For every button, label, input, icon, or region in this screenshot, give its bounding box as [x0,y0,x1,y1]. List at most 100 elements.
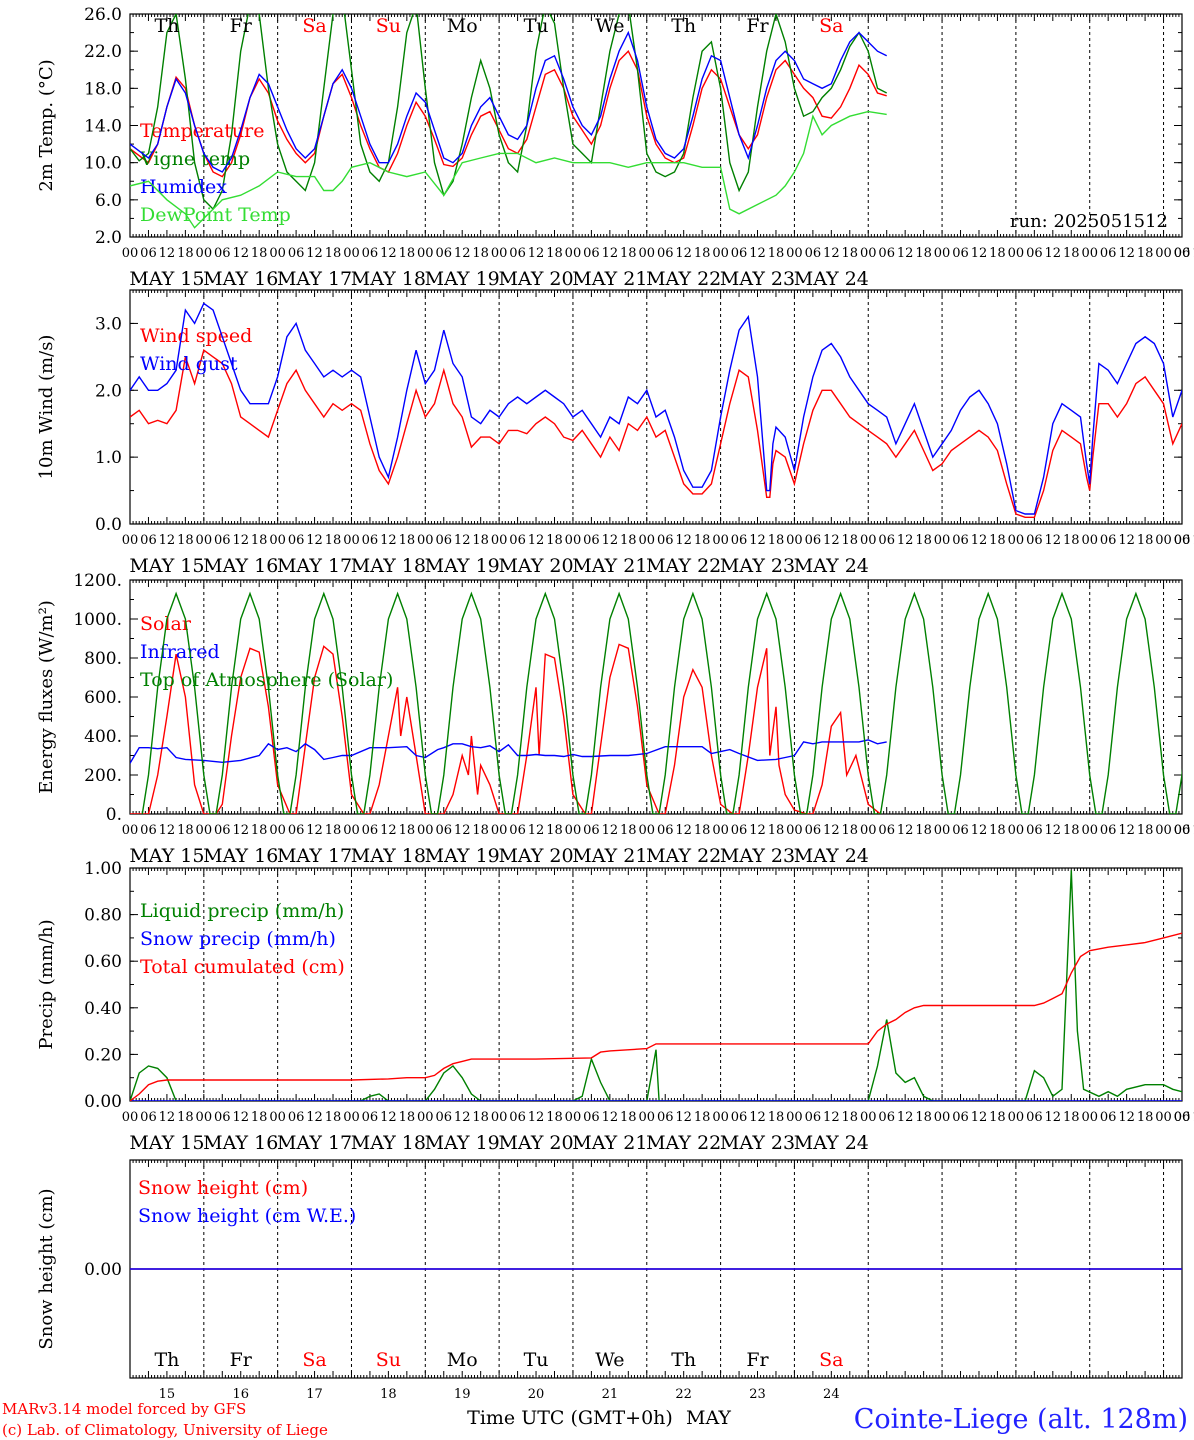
date-label: MAY 21 [572,1132,647,1154]
hour-tick-label: 00 [860,823,877,838]
hour-tick-label: 12 [159,533,176,548]
hour-tick-label: 00 [1008,1110,1025,1125]
hour-tick-label: 06 [952,533,969,548]
series-liquid-precip-mm-h [130,870,1182,1101]
legend-entry: DewPoint Temp [140,204,291,226]
hour-tick-label: 12 [380,533,397,548]
hour-tick-label: 06 [583,823,600,838]
hour-tick-label: 00 [196,1110,213,1125]
hour-tick-label: 00 [565,533,582,548]
hour-tick-label: 06 [435,823,452,838]
hour-tick-label: 18 [472,1110,489,1125]
plot-frame [129,289,1183,525]
date-label: MAY 22 [646,1132,721,1154]
y-axis-label: Snow height (cm) [36,1188,57,1349]
y-tick-label: 2.0 [95,381,122,401]
hour-tick-label: 00 [491,1110,508,1125]
hour-tick-label: 00 [417,1110,434,1125]
day-number: 17 [306,1387,323,1402]
hour-tick-label: 00 [491,246,508,261]
run-label: run: 2025051512 [1010,211,1168,232]
y-tick-label: 22.0 [84,42,122,62]
y-tick-label: 1.0 [95,448,122,468]
date-label: MAY 17 [277,268,352,290]
hour-tick-label: 12 [528,1110,545,1125]
hour-tick-label: 18 [325,246,342,261]
hour-tick-label: 06 [657,823,674,838]
hour-tick-label: 00 [417,823,434,838]
hour-tick-label: 06 [1100,1110,1117,1125]
date-label: MAY 24 [794,845,869,867]
hour-tick-label: 18 [989,533,1006,548]
date-label: MAY 20 [498,268,573,290]
hour-tick-label: 06 [1026,246,1043,261]
hour-tick-label: 12 [749,533,766,548]
hour-tick-label: 12 [1118,246,1135,261]
y-tick-label: 0.0 [95,515,122,535]
hour-tick-label: 06 [435,1110,452,1125]
weekday-label: Th [671,1349,696,1371]
y-tick-label: 0.00 [84,1260,122,1280]
hour-tick-label: 18 [694,533,711,548]
hour-tick-label: 18 [325,533,342,548]
panel-2: 0.0 1.0 2.0 3.0 10m Wind (m/s) Wind speed Wind… [36,289,1194,577]
hour-tick-label: 06 [583,533,600,548]
hour-tick-label: 12 [602,246,619,261]
hour-tick-label: 00 [491,533,508,548]
hour-tick-label: 00 [1081,533,1098,548]
legend-entry: Wind gust [140,353,238,375]
weekday-label: Su [376,15,401,37]
hour-tick-label: 12 [971,1110,988,1125]
hour-tick-label: 18 [177,1110,194,1125]
hour-tick-label: 12 [675,246,692,261]
hour-tick-label: 12 [823,823,840,838]
hour-tick-label: 06 [435,246,452,261]
hour-tick-label: 00 [122,1110,139,1125]
hour-tick-label: 12 [1192,823,1194,838]
hour-tick-label: 06 [731,1110,748,1125]
hour-tick-label: 00 [269,1110,286,1125]
hour-tick-label: 12 [1045,533,1062,548]
hour-tick-label: 18 [399,533,416,548]
panel-3: 0. 200. 400. 600. 800. 1000. 1200. Energy fluxe… [36,571,1194,867]
date-label: MAY 24 [794,1132,869,1154]
date-label: MAY 23 [720,845,795,867]
date-label: MAY 21 [572,845,647,867]
hour-tick-label: 06 [583,1110,600,1125]
series-vigne-temp [130,14,888,211]
hour-tick-label: 18 [1137,246,1154,261]
hour-tick-label: 12 [232,246,249,261]
y-tick-label: 18.0 [84,79,122,99]
date-label: MAY 18 [351,845,426,867]
hour-tick-label: 06 [1174,533,1191,548]
hour-tick-label: 00 [417,533,434,548]
hour-tick-label: 12 [602,533,619,548]
series-temperature [130,50,887,178]
hour-tick-label: 18 [472,533,489,548]
y-tick-label: 1.00 [84,859,122,879]
date-label: MAY 20 [498,1132,573,1154]
hour-tick-label: 06 [952,246,969,261]
y-tick-label: 10.0 [84,154,122,174]
hour-tick-label: 00 [860,1110,877,1125]
hour-tick-label: 06 [878,533,895,548]
panel-4: 0.00 0.20 0.40 0.60 0.80 1.00 Precip (mm/h) Liq… [36,859,1194,1154]
hour-tick-label: 00 [1174,533,1191,548]
hour-tick-label: 06 [805,823,822,838]
hour-tick-label: 12 [159,1110,176,1125]
day-number: 22 [675,1387,692,1402]
hour-tick-label: 12 [380,1110,397,1125]
hour-tick-label: 12 [454,823,471,838]
weekday-label: Th [154,15,179,37]
hour-tick-label: 18 [546,823,563,838]
hour-tick-label: 06 [362,823,379,838]
y-tick-label: 0.40 [84,999,122,1019]
day-number: 15 [159,1387,176,1402]
y-tick-label: 800. [84,649,122,669]
hour-tick-label: 00 [1008,823,1025,838]
legend-entry: Vigne temp [139,148,250,170]
hour-tick-label: 06 [1174,246,1191,261]
hour-tick-label: 06 [435,533,452,548]
day-number: 18 [380,1387,397,1402]
